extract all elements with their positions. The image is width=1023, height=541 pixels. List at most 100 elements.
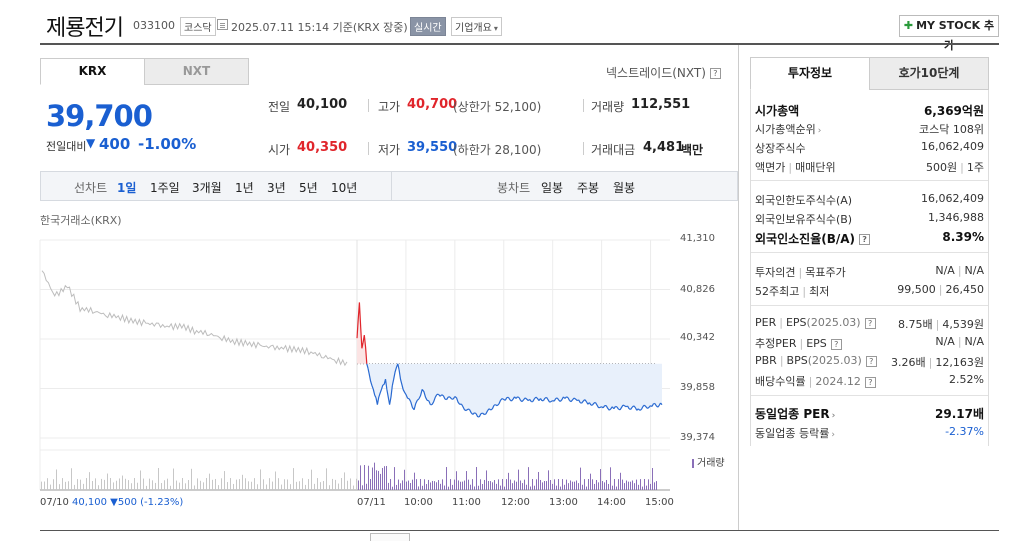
section-divider: [751, 305, 988, 306]
volume-bar: [344, 472, 345, 490]
volume-bar: [406, 481, 407, 490]
volume-bar: [353, 485, 354, 490]
help-icon[interactable]: ?: [859, 234, 871, 245]
volume-bar: [221, 478, 222, 490]
period-1y[interactable]: 1년: [235, 181, 254, 195]
resize-handle[interactable]: [370, 533, 410, 541]
help-icon[interactable]: ?: [864, 317, 876, 329]
volume-bar: [598, 482, 599, 490]
foreign-limit-value: 16,062,409: [921, 192, 984, 205]
nxt-link[interactable]: 넥스트레이드(NXT)?: [606, 64, 721, 81]
high-label: 고가: [378, 100, 401, 114]
volume-bar: [110, 478, 111, 490]
volume-bar: [41, 481, 42, 490]
volume-bar: [341, 478, 342, 490]
volume-bar: [512, 483, 513, 490]
volume-bar: [642, 486, 643, 490]
volume-bar: [410, 483, 411, 490]
volume-bar: [452, 484, 453, 490]
div-value: 2.52%: [949, 373, 984, 386]
volume-bar: [47, 478, 48, 490]
volume-bar: [278, 478, 279, 490]
volume-bar: [434, 481, 435, 490]
volume-bar: [56, 469, 57, 490]
volume-bar: [442, 479, 443, 490]
volume-bar: [134, 478, 135, 490]
trade-unit-label: 매매단위: [795, 161, 836, 174]
above-prev-fill: [357, 302, 662, 364]
period-3m[interactable]: 3개월: [192, 181, 222, 195]
y-tick: 40,826: [680, 284, 715, 295]
volume-bar: [524, 479, 525, 490]
volume-bar: [580, 467, 581, 490]
period-1d[interactable]: 1일: [117, 181, 137, 195]
stat-divider: [583, 99, 584, 112]
prev-day-line: [41, 270, 348, 367]
volume-bar: [188, 480, 189, 490]
volume-bar: [608, 483, 609, 490]
volume-bar: [648, 479, 649, 490]
volume-bar: [366, 483, 367, 490]
volume-bar: [107, 473, 108, 490]
price-chart: [39, 239, 670, 491]
volume-bar: [113, 482, 114, 490]
volume-bar: [446, 467, 447, 490]
company-info-button[interactable]: 기업개요 ▾: [451, 17, 502, 36]
change-label: 전일대비: [46, 140, 87, 153]
x-tick: 11:00: [452, 497, 481, 508]
w52-high-value: 99,500: [897, 283, 936, 296]
volume-bar: [146, 485, 147, 490]
period-1w[interactable]: 1주일: [150, 181, 180, 195]
stat-divider: [368, 99, 369, 112]
volume-bar: [380, 473, 381, 490]
mystock-add-button[interactable]: ✚ MY STOCK 추가: [899, 15, 999, 52]
volume-bar: [143, 478, 144, 490]
help-icon[interactable]: ?: [864, 376, 876, 388]
volume-bar: [502, 479, 503, 490]
volume-bar: [80, 479, 81, 490]
volume-bar: [155, 482, 156, 490]
est-per-label: 추정PER: [755, 337, 797, 350]
div-period: 2024.12: [815, 375, 861, 388]
volume-bar: [514, 480, 515, 490]
volume-bar: [620, 472, 621, 490]
tab-krx[interactable]: KRX: [40, 58, 145, 85]
volume-bar: [614, 479, 615, 490]
tab-nxt[interactable]: NXT: [144, 58, 249, 85]
change-value: 400: [99, 135, 131, 153]
volume-bar: [510, 479, 511, 490]
help-icon[interactable]: ?: [830, 338, 842, 350]
volume-bar: [257, 484, 258, 490]
period-5y[interactable]: 5년: [299, 181, 318, 195]
w52-low-label: 최저: [809, 285, 830, 298]
volume-bar: [98, 485, 99, 490]
tab-hoga-10[interactable]: 호가10단계: [869, 57, 989, 90]
period-10y[interactable]: 10년: [331, 181, 358, 195]
candle-weekly[interactable]: 주봉: [577, 181, 600, 195]
candle-monthly[interactable]: 월봉: [613, 181, 636, 195]
mystock-label: MY STOCK 추가: [916, 19, 995, 52]
volume-bar: [83, 483, 84, 490]
volume-bar: [116, 480, 117, 490]
pbr-value: 3.26배: [891, 356, 926, 369]
volume-bar: [131, 483, 132, 490]
opinion-label: 투자의견: [755, 266, 796, 279]
help-icon[interactable]: ?: [865, 355, 877, 367]
opinion-value: N/A: [935, 264, 955, 277]
volume-bar: [128, 480, 129, 490]
candle-daily[interactable]: 일봉: [541, 181, 564, 195]
volume-bar: [438, 480, 439, 490]
volume-bar: [402, 480, 403, 490]
stock-name: 제룡전기: [46, 16, 124, 41]
help-icon[interactable]: ?: [709, 68, 721, 79]
volume-bar: [528, 467, 529, 490]
volume-bar: [554, 479, 555, 490]
period-3y[interactable]: 3년: [267, 181, 286, 195]
section-divider: [751, 252, 988, 253]
realtime-badge[interactable]: 실시간: [410, 17, 446, 36]
volume-bar: [392, 486, 393, 490]
volume-legend-label: 거래량: [697, 458, 725, 469]
volume-bar: [260, 469, 261, 490]
listed-shares-label: 상장주식수: [755, 142, 806, 155]
tab-invest-info[interactable]: 투자정보: [750, 57, 870, 90]
